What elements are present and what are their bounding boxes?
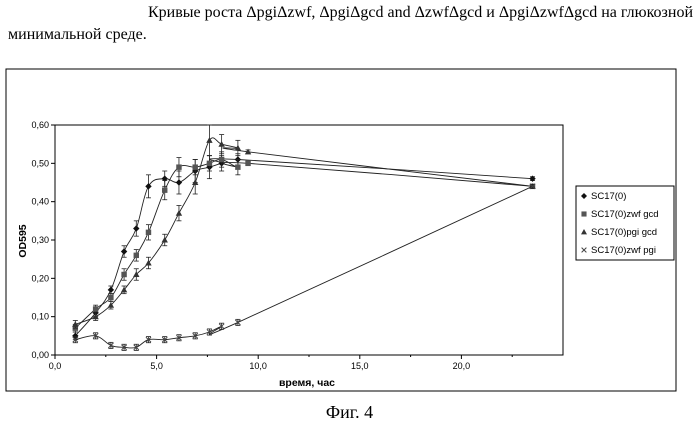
data-point xyxy=(134,253,139,258)
y-tick-label: 0,00 xyxy=(31,350,49,360)
legend-label: SC17(0)zwf pgi xyxy=(591,245,656,256)
legend-marker xyxy=(581,211,586,216)
data-point xyxy=(146,230,151,235)
y-tick-label: 0,20 xyxy=(31,273,49,283)
x-tick-label: 0,0 xyxy=(49,361,62,371)
legend-entry: SC17(0)pgi gcd xyxy=(581,227,657,238)
legend-label: SC17(0) xyxy=(591,191,626,202)
legend-entry: SC17(0)zwf pgi xyxy=(582,245,656,256)
data-point xyxy=(176,164,181,169)
x-tick-label: 5,0 xyxy=(150,361,163,371)
y-tick-label: 0,40 xyxy=(31,197,49,207)
data-point xyxy=(192,164,197,169)
data-point xyxy=(207,161,212,166)
data-point xyxy=(245,161,250,166)
y-tick-label: 0,60 xyxy=(31,120,49,130)
data-point xyxy=(162,187,167,192)
data-point xyxy=(93,306,98,311)
x-tick-label: 15,0 xyxy=(351,361,369,371)
y-tick-label: 0,30 xyxy=(31,235,49,245)
y-axis-title: OD595 xyxy=(17,224,29,257)
legend-label: SC17(0)zwf gcd xyxy=(591,209,659,220)
figure-label: Фиг. 4 xyxy=(0,402,699,422)
x-tick-label: 10,0 xyxy=(249,361,267,371)
legend-entry: SC17(0)zwf gcd xyxy=(581,209,658,220)
x-axis-title: время, час xyxy=(279,377,335,389)
legend-label: SC17(0)pgi gcd xyxy=(591,227,657,238)
legend: SC17(0) SC17(0)zwf gcd SC17(0)pgi gcd SC17(… xyxy=(576,186,674,260)
data-point xyxy=(219,157,224,162)
y-tick-label: 0,10 xyxy=(31,312,49,322)
data-point xyxy=(108,295,113,300)
y-tick-label: 0,50 xyxy=(31,158,49,168)
x-tick-label: 20,0 xyxy=(453,361,471,371)
data-point xyxy=(235,164,240,169)
data-point xyxy=(121,272,126,277)
